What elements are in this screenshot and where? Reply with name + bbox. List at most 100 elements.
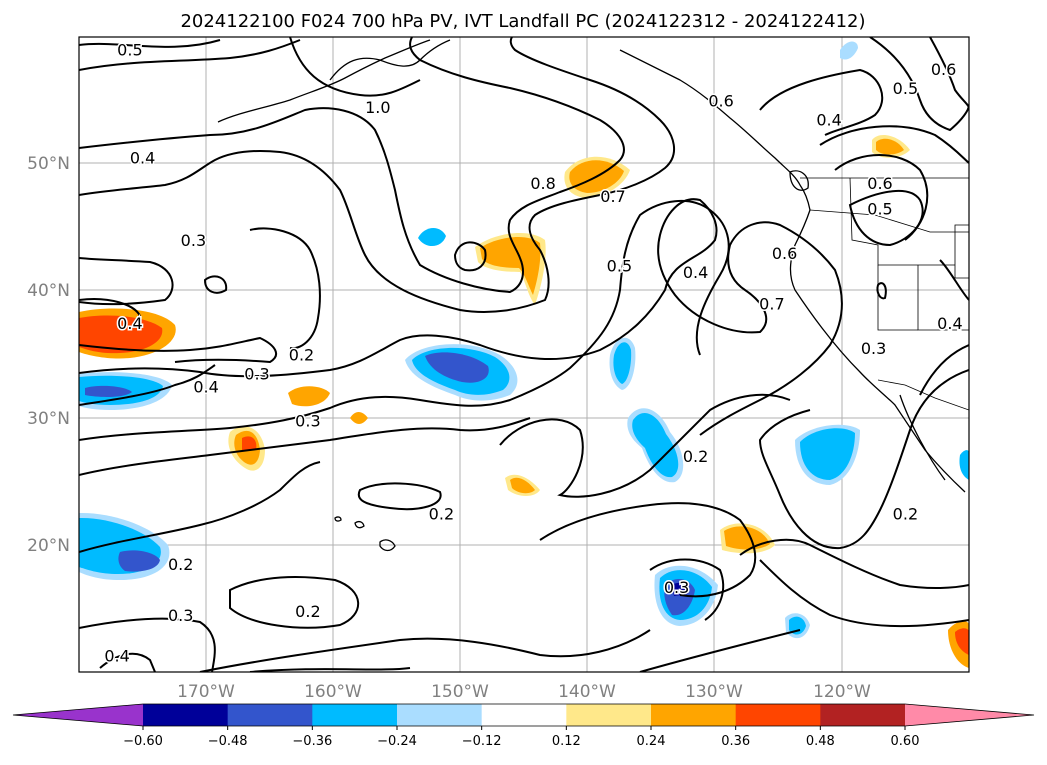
- contour-line: [79, 199, 730, 441]
- negative-shade: [800, 428, 855, 480]
- contour-label: 0.3: [181, 231, 206, 250]
- colorbar-tick-label: −0.12: [462, 734, 502, 749]
- contour-line: [876, 282, 887, 300]
- shaded-field: [79, 41, 969, 668]
- west-coast: [789, 209, 966, 493]
- contour-label: 0.6: [772, 244, 797, 263]
- contour-line: [249, 227, 321, 350]
- negative-shade: [613, 342, 632, 384]
- contour-line: [739, 538, 969, 590]
- contour-line: [649, 558, 725, 621]
- positive-shade: [724, 526, 770, 550]
- positive-shade: [876, 138, 904, 155]
- contour-line: [79, 39, 221, 48]
- colorbar-tick-label: −0.24: [377, 734, 417, 749]
- contour-label: 0.2: [289, 346, 314, 365]
- colorbar: −0.60 −0.48 −0.36 −0.24 −0.12 0.12 0.24 0.36 0.4…: [12, 703, 1035, 749]
- contour-label: 0.4: [130, 149, 155, 168]
- state-border: [954, 224, 969, 279]
- negative-shade: [789, 616, 806, 635]
- contour-line: [79, 298, 141, 317]
- contour-line: [203, 275, 228, 294]
- us-mexico-border: [877, 379, 969, 411]
- contour-line: [79, 257, 174, 306]
- contour-line: [79, 417, 531, 476]
- contour-label: 0.6: [867, 174, 892, 193]
- colorbar-segment: [651, 704, 737, 726]
- colorbar-extend-high: [905, 704, 1034, 726]
- contour-line: [919, 344, 969, 396]
- contour-label: 0.5: [117, 41, 142, 60]
- contour-line: [357, 482, 442, 511]
- map-frame: [78, 36, 970, 673]
- contour-line: [79, 617, 216, 672]
- contour-label: 0.3: [861, 339, 886, 358]
- contour-line: [79, 198, 843, 436]
- longitude-axis: 170°W 160°W 150°W 140°W 130°W 120°W: [177, 682, 871, 702]
- lat-tick-label: 40°N: [27, 281, 70, 301]
- lon-tick-label: 140°W: [558, 682, 616, 702]
- lon-tick-label: 130°W: [685, 682, 743, 702]
- alaska-coast: [329, 39, 451, 81]
- contour-label: 0.5: [867, 200, 892, 219]
- contour-line: [79, 37, 675, 313]
- colorbar-extend-low: [13, 704, 143, 726]
- negative-shade: [418, 227, 446, 247]
- lat-tick-label: 20°N: [27, 536, 70, 556]
- lon-tick-label: 160°W: [304, 682, 362, 702]
- contour-line: [79, 461, 321, 553]
- contour-label: 0.6: [931, 60, 956, 79]
- contour-line: [249, 667, 411, 672]
- lat-tick-label: 50°N: [27, 154, 70, 174]
- contour-line: [639, 629, 801, 672]
- colorbar-segment: [566, 704, 652, 726]
- contour-line: [79, 37, 625, 294]
- contour-label: 0.2: [893, 504, 918, 523]
- colorbar-tick-label: 0.12: [552, 734, 581, 749]
- positive-shade: [955, 628, 969, 655]
- contour-label: 0.6: [708, 92, 733, 111]
- contour-label: 0.4: [937, 314, 962, 333]
- lat-tick-label: 30°N: [27, 409, 70, 429]
- contour-label: 0.3: [168, 606, 193, 625]
- contour-line: [939, 259, 969, 301]
- lon-tick-label: 120°W: [813, 682, 871, 702]
- hawaii-island: [354, 520, 365, 529]
- contour-label: 0.3: [664, 578, 689, 597]
- positive-shade: [480, 236, 541, 295]
- colorbar-tick-label: 0.48: [806, 734, 835, 749]
- contour-line: [869, 37, 969, 132]
- colorbar-segment: [312, 704, 398, 726]
- negative-shade: [664, 578, 695, 616]
- contour-label: 0.5: [893, 79, 918, 98]
- negative-shade: [840, 41, 858, 60]
- state-border: [849, 177, 955, 266]
- negative-shade: [672, 582, 688, 596]
- negative-shade: [632, 412, 679, 478]
- colorbar-segment: [735, 704, 821, 726]
- colorbar-segment: [820, 704, 906, 726]
- contour-line: [229, 576, 360, 629]
- colorbar-tick-label: −0.36: [292, 734, 332, 749]
- contour-line: [199, 629, 651, 672]
- contour-label: 0.4: [816, 111, 841, 130]
- positive-shade: [288, 386, 330, 407]
- contour-line: [758, 369, 969, 550]
- colorbar-tick-label: 0.36: [721, 734, 750, 749]
- map-background: [79, 37, 969, 672]
- vancouver-island: [789, 170, 809, 191]
- contour-line: [819, 125, 969, 164]
- latitude-axis: 50°N 40°N 30°N 20°N: [27, 154, 70, 556]
- lon-tick-label: 170°W: [177, 682, 235, 702]
- contour-label: 0.2: [168, 555, 193, 574]
- positive-shade: [79, 315, 163, 354]
- contour-line: [79, 364, 216, 406]
- contour-line: [453, 241, 487, 272]
- negative-shade: [959, 450, 969, 480]
- contour-label: 0.7: [600, 187, 625, 206]
- baja-coast: [899, 394, 946, 481]
- positive-shade: [350, 412, 368, 424]
- contour-label: 0.4: [683, 263, 708, 282]
- alaska-panhandle-coast: [619, 49, 811, 211]
